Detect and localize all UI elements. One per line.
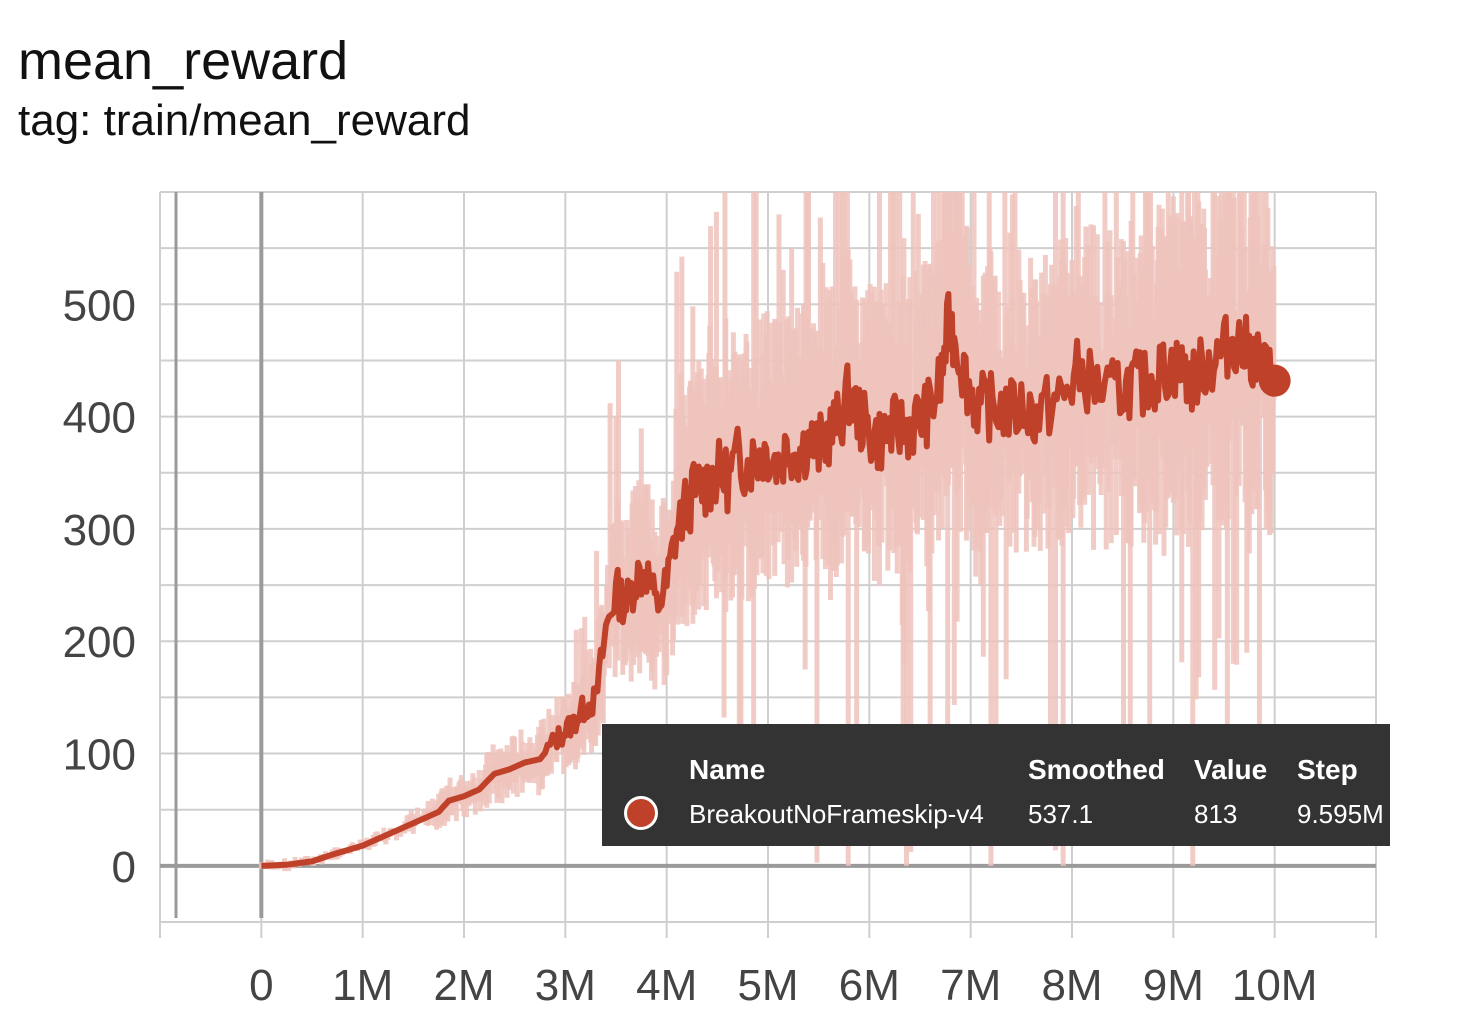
tooltip-header-smoothed: Smoothed [1028,754,1165,785]
y-tick-label: 0 [112,843,136,892]
x-tick-label: 1M [332,961,393,1010]
y-tick-label: 100 [63,731,136,780]
y-tick-label: 200 [63,618,136,667]
x-tick-label: 5M [737,961,798,1010]
x-tick-label: 7M [940,961,1001,1010]
chart-title: mean_reward [18,31,349,91]
y-tick-label: 400 [63,394,136,443]
y-tick-label: 300 [63,506,136,555]
tooltip-series-name: BreakoutNoFrameskip-v4 [689,799,984,829]
last-point-marker [1258,364,1291,397]
y-tick-label: 500 [63,281,136,330]
x-tick-label: 0 [249,961,273,1010]
tooltip-value: 813 [1194,799,1238,829]
x-tick-label: 6M [839,961,900,1010]
smoothed-series [261,291,1291,869]
x-tick-label: 3M [535,961,596,1010]
tick-labels: 0 100 200 300 400 500 0 1M 2M 3M 4M 5M 6M 7M 8M 9M 10M [63,281,1318,1010]
series-color-dot [624,796,658,830]
chart-subtitle: tag: train/mean_reward [18,96,471,145]
x-tick-label: 2M [433,961,494,1010]
tooltip: Name Smoothed Value Step BreakoutNoFrame… [602,724,1390,846]
x-tick-label: 9M [1143,961,1204,1010]
x-tick-label: 4M [636,961,697,1010]
tooltip-header-value: Value [1194,754,1268,785]
tooltip-step: 9.595M [1297,799,1384,829]
tooltip-smoothed-value: 537.1 [1028,799,1094,829]
x-tick-label: 10M [1232,961,1318,1010]
x-tick-label: 8M [1041,961,1102,1010]
tooltip-header-step: Step [1297,754,1358,785]
tooltip-header-name: Name [689,754,766,785]
series-line [261,291,1278,869]
